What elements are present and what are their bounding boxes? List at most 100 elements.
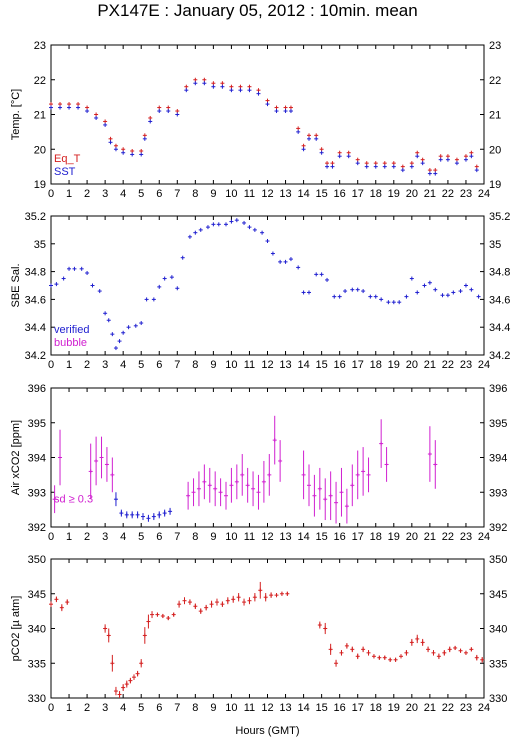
y-tick-label: 34.4 <box>25 322 46 334</box>
x-tick-label: 10 <box>225 702 237 714</box>
y-tick-label: 19 <box>489 179 501 191</box>
x-tick-label: 1 <box>66 188 72 200</box>
x-tick-label: 23 <box>460 188 472 200</box>
x-tick-label: 8 <box>192 359 198 371</box>
y-tick-label: 35 <box>489 239 501 251</box>
x-tick-label: 9 <box>210 531 216 543</box>
legend-entry: verified <box>54 324 89 336</box>
x-tick-label: 16 <box>334 359 346 371</box>
x-tick-label: 24 <box>478 531 490 543</box>
y-tick-label: 392 <box>489 522 507 534</box>
y-tick-label: 19 <box>34 179 46 191</box>
x-tick-label: 14 <box>297 359 309 371</box>
x-tick-label: 21 <box>424 531 436 543</box>
y-tick-label: 396 <box>489 383 507 395</box>
x-tick-label: 15 <box>316 531 328 543</box>
y-tick-label: 34.6 <box>489 294 510 306</box>
x-tick-label: 7 <box>174 188 180 200</box>
y-tick-label: 34.2 <box>25 350 46 362</box>
x-tick-label: 1 <box>66 531 72 543</box>
x-tick-label: 10 <box>225 188 237 200</box>
x-tick-label: 9 <box>210 188 216 200</box>
x-tick-label: 8 <box>192 531 198 543</box>
x-tick-label: 15 <box>316 359 328 371</box>
x-tick-label: 4 <box>120 188 126 200</box>
y-tick-label: 34.6 <box>25 294 46 306</box>
y-axis-label: pCO2 [µ atm] <box>10 596 22 662</box>
legend-entry: Eq_T <box>54 153 81 165</box>
y-tick-label: 395 <box>489 418 507 430</box>
x-tick-label: 9 <box>210 702 216 714</box>
x-tick-label: 13 <box>279 359 291 371</box>
y-tick-label: 35 <box>34 239 46 251</box>
x-tick-label: 16 <box>334 188 346 200</box>
y-tick-label: 23 <box>34 40 46 52</box>
y-tick-label: 396 <box>28 383 46 395</box>
x-tick-label: 18 <box>370 531 382 543</box>
y-tick-label: 34.8 <box>25 267 46 279</box>
y-tick-label: 335 <box>28 658 46 670</box>
y-tick-label: 394 <box>28 453 46 465</box>
y-tick-label: 330 <box>489 693 507 705</box>
x-tick-label: 10 <box>225 531 237 543</box>
y-tick-label: 394 <box>489 453 507 465</box>
panel-4: 0 1 2 3 4 5 6 7 8 9 10 11 12 13 14 15 16 17 18 19 20 21 22 23 24… <box>10 554 507 714</box>
x-tick-label: 18 <box>370 702 382 714</box>
x-tick-label: 8 <box>192 188 198 200</box>
x-tick-label: 24 <box>478 188 490 200</box>
y-tick-label: 35.2 <box>489 211 510 223</box>
series-1 <box>52 415 438 524</box>
x-tick-label: 5 <box>138 702 144 714</box>
y-tick-label: 335 <box>489 658 507 670</box>
y-tick-label: 350 <box>28 554 46 566</box>
series-1 <box>49 77 479 173</box>
x-tick-label: 21 <box>424 188 436 200</box>
x-tick-label: 2 <box>84 188 90 200</box>
x-tick-label: 24 <box>478 359 490 371</box>
x-tick-label: 13 <box>279 188 291 200</box>
annotation-label: sd ≥ 0.3 <box>54 494 93 506</box>
x-tick-label: 7 <box>174 531 180 543</box>
y-axis-label: Air xCO2 [ppm] <box>10 420 22 495</box>
x-tick-label: 13 <box>279 531 291 543</box>
series-2 <box>113 492 173 522</box>
plot-frame <box>50 215 485 356</box>
x-tick-label: 3 <box>102 188 108 200</box>
x-tick-label: 20 <box>406 188 418 200</box>
x-tick-label: 16 <box>334 531 346 543</box>
legend-entry: SST <box>54 166 76 178</box>
y-tick-label: 340 <box>489 624 507 636</box>
x-tick-label: 22 <box>442 359 454 371</box>
x-tick-label: 2 <box>84 359 90 371</box>
x-tick-label: 24 <box>478 702 490 714</box>
y-tick-label: 345 <box>28 589 46 601</box>
x-tick-label: 10 <box>225 359 237 371</box>
x-tick-label: 0 <box>48 702 54 714</box>
x-tick-label: 2 <box>84 531 90 543</box>
y-tick-label: 330 <box>28 693 46 705</box>
x-tick-label: 0 <box>48 531 54 543</box>
y-tick-label: 340 <box>28 624 46 636</box>
x-tick-label: 11 <box>244 702 255 714</box>
x-tick-label: 5 <box>138 531 144 543</box>
x-tick-label: 0 <box>48 188 54 200</box>
x-tick-label: 15 <box>316 188 328 200</box>
x-tick-label: 18 <box>370 188 382 200</box>
x-tick-label: 23 <box>460 702 472 714</box>
x-tick-label: 16 <box>334 702 346 714</box>
x-tick-label: 9 <box>210 359 216 371</box>
x-tick-label: 6 <box>156 702 162 714</box>
x-tick-label: 8 <box>192 702 198 714</box>
y-tick-label: 20 <box>489 144 501 156</box>
panel-1: 0 1 2 3 4 5 6 7 8 9 10 11 12 13 14 15 16 17 18 19 20 21 22 23 24… <box>10 40 501 200</box>
y-tick-label: 34.4 <box>489 322 510 334</box>
x-tick-label: 4 <box>120 531 126 543</box>
series-1 <box>49 218 481 351</box>
y-tick-label: 393 <box>489 487 507 499</box>
x-tick-label: 12 <box>261 359 273 371</box>
y-tick-label: 23 <box>489 40 501 52</box>
x-tick-label: 22 <box>442 702 454 714</box>
x-tick-label: 12 <box>261 531 273 543</box>
x-tick-label: 15 <box>316 702 328 714</box>
x-tick-label: 23 <box>460 531 472 543</box>
